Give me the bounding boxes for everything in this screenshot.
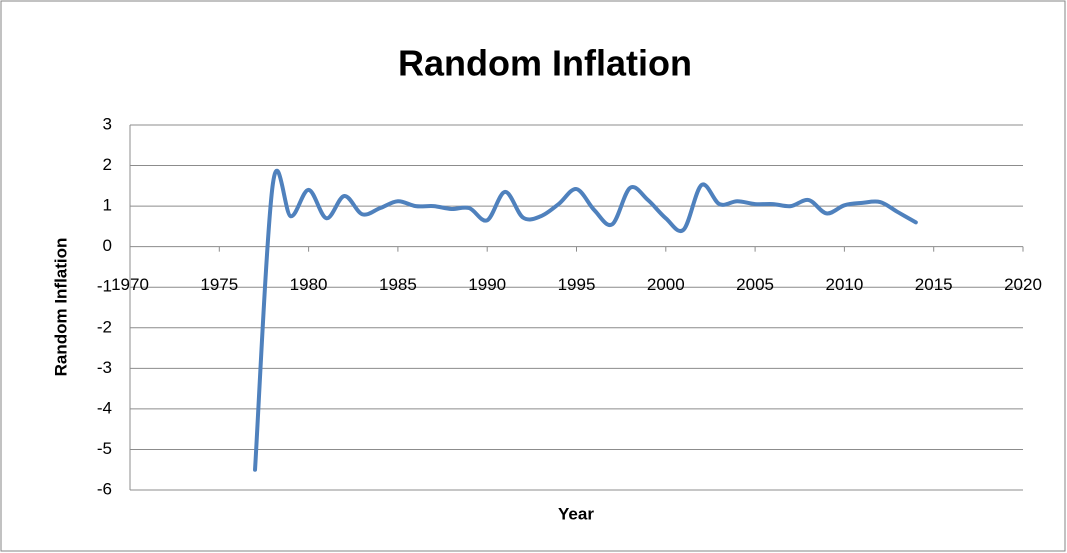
x-tick-label: 1980 bbox=[290, 275, 328, 294]
x-tick-label: 1975 bbox=[200, 275, 238, 294]
y-tick-label: -4 bbox=[97, 398, 112, 417]
x-tick-label: 1990 bbox=[468, 275, 506, 294]
x-tick-label: 2020 bbox=[1004, 275, 1042, 294]
y-tick-label: -5 bbox=[97, 439, 112, 458]
y-tick-label: 3 bbox=[103, 114, 112, 133]
chart-title: Random Inflation bbox=[398, 43, 692, 84]
data-line bbox=[253, 168, 918, 472]
x-tick-label: 2005 bbox=[736, 275, 774, 294]
x-tick-label: 2010 bbox=[825, 275, 863, 294]
y-tick-label: -1 bbox=[97, 277, 112, 296]
x-tick-label: 2000 bbox=[647, 275, 685, 294]
y-tick-label: 2 bbox=[103, 155, 112, 174]
y-tick-label: -2 bbox=[97, 317, 112, 336]
x-tick-label: 1995 bbox=[558, 275, 596, 294]
x-axis-title: Year bbox=[558, 504, 594, 523]
y-tick-label: -3 bbox=[97, 358, 112, 377]
y-tick-label: 0 bbox=[103, 236, 112, 255]
x-tick-label: 2015 bbox=[915, 275, 953, 294]
x-tick-label: 1970 bbox=[111, 275, 149, 294]
y-tick-label: 1 bbox=[103, 196, 112, 215]
x-tick-label: 1985 bbox=[379, 275, 417, 294]
y-axis-title: Random Inflation bbox=[51, 238, 70, 377]
y-tick-label: -6 bbox=[97, 479, 112, 498]
